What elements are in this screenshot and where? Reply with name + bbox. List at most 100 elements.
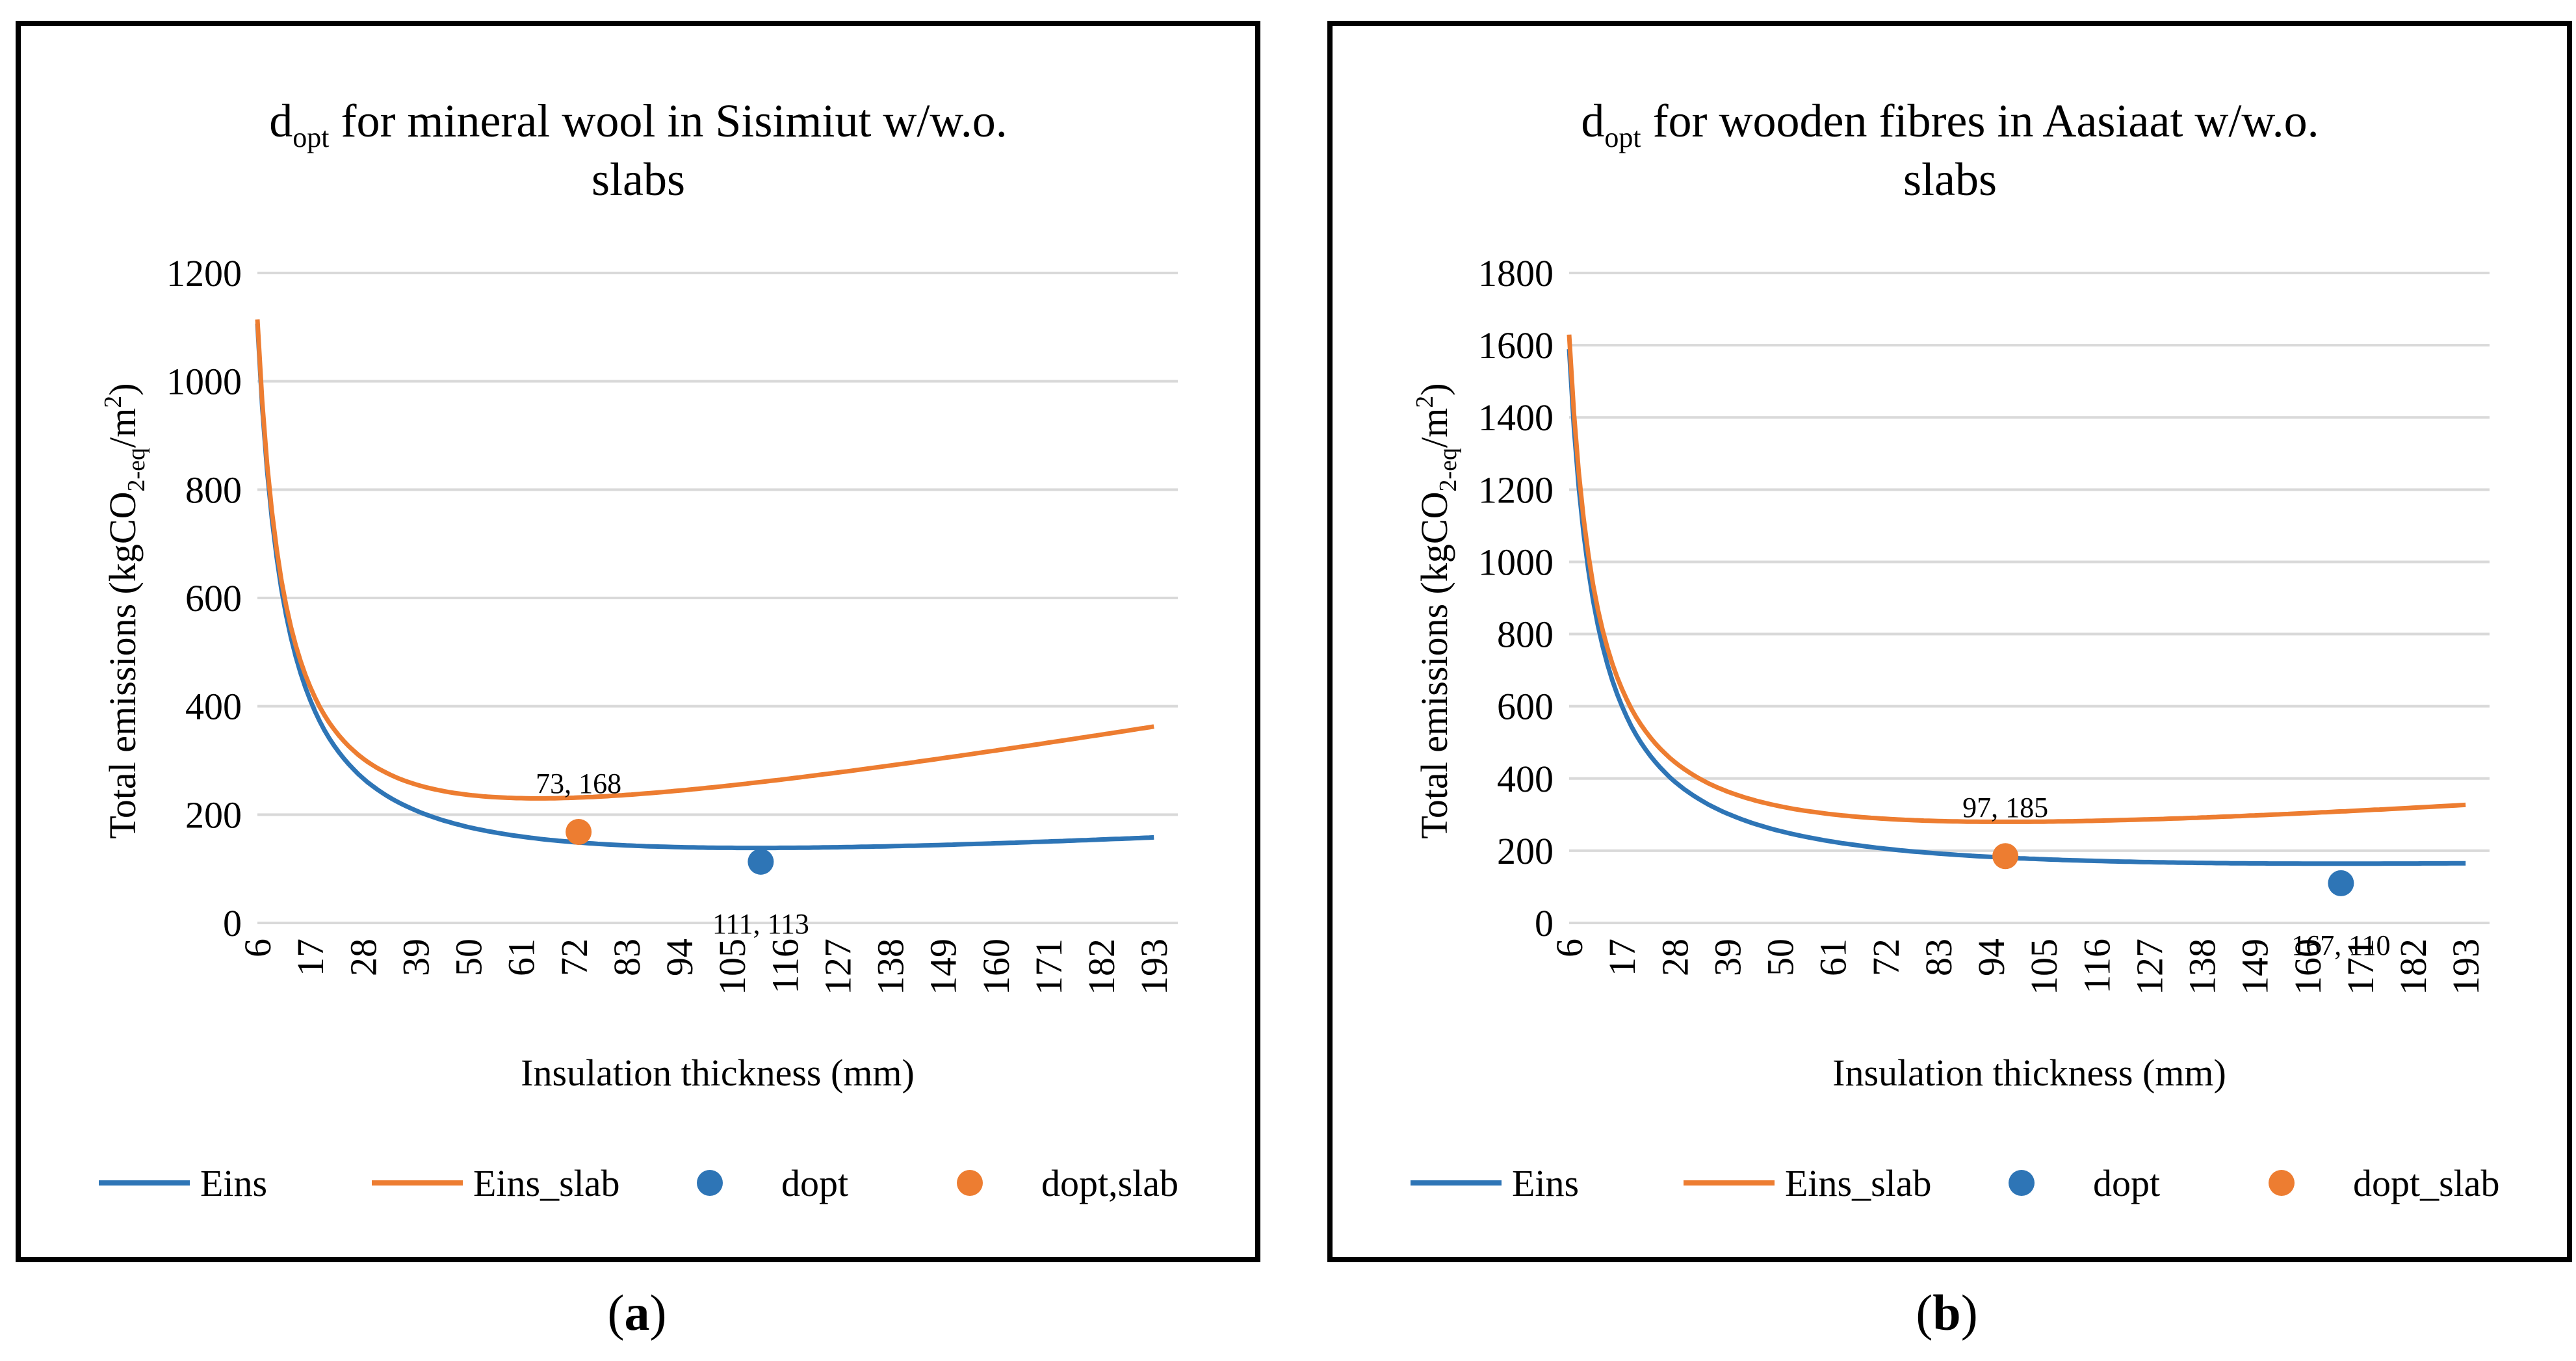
legend-dot-swatch	[957, 1170, 983, 1196]
chart-title-rest: for wooden fibres in Aasiaat w/w.o.	[1641, 95, 2319, 147]
series-line-eins	[255, 323, 1154, 851]
x-tick-label: 50	[1760, 939, 1802, 976]
legend-entry: dopt,slab	[957, 1162, 1178, 1204]
x-tick-label: 61	[1812, 939, 1854, 976]
x-tick-label: 171	[1028, 939, 1070, 995]
point-dopt	[748, 848, 774, 875]
x-tick-label: 182	[1080, 939, 1123, 995]
chart-panel-b: dopt for wooden fibres in Aasiaat w/w.o.…	[1327, 21, 2572, 1262]
y-tick-label: 1600	[1478, 324, 1554, 367]
caption-a-letter: a	[624, 1284, 650, 1341]
x-tick-label: 94	[1970, 939, 2012, 976]
x-tick-label: 61	[501, 939, 543, 976]
caption-b: (b)	[1882, 1284, 2012, 1342]
legend-dot-swatch	[2009, 1170, 2035, 1196]
legend-entry: dopt	[697, 1162, 848, 1204]
legend-entry: Eins_slab	[372, 1162, 620, 1204]
y-axis-title-post: )	[1413, 383, 1455, 395]
chart-title-line2: slabs	[1903, 153, 1997, 205]
y-tick-label: 400	[1497, 758, 1554, 800]
x-tick-label: 116	[2075, 939, 2118, 994]
y-tick-label: 600	[185, 577, 242, 619]
y-axis-title-sub: 2-eq	[123, 448, 150, 492]
caption-b-close: )	[1960, 1284, 1978, 1341]
x-tick-label: 127	[2128, 939, 2170, 995]
y-tick-label: 600	[1497, 686, 1554, 728]
x-tick-label: 160	[2287, 939, 2329, 995]
y-axis-title: Total emissions (kgCO2-eq/m2)	[1411, 383, 1462, 838]
chart-title-line2: slabs	[592, 153, 685, 205]
x-tick-label: 149	[2234, 939, 2276, 995]
legend-label: Eins	[1512, 1162, 1579, 1204]
caption-a-close: )	[649, 1284, 667, 1341]
x-tick-label: 17	[289, 939, 332, 976]
legend-label: Eins_slab	[473, 1162, 620, 1204]
legend-entry: Eins	[99, 1162, 267, 1204]
x-axis-title: Insulation thickness (mm)	[521, 1052, 915, 1094]
y-tick-label: 1000	[1478, 541, 1554, 583]
legend-label: dopt_slab	[2353, 1162, 2500, 1204]
legend-entry: dopt_slab	[2269, 1162, 2500, 1204]
series-line-eins	[1567, 348, 2466, 866]
point-label: 167, 110	[2291, 929, 2390, 961]
chart-title-main: d	[1581, 95, 1604, 147]
x-tick-label: 28	[342, 939, 384, 976]
legend-label: Eins	[200, 1162, 267, 1204]
x-tick-label: 182	[2392, 939, 2434, 995]
chart-title-main: d	[269, 95, 293, 147]
plot-group: dopt for wooden fibres in Aasiaat w/w.o.…	[1411, 95, 2500, 1204]
y-axis-title-pre: Total emissions (kgCO	[101, 492, 144, 839]
y-axis-title-pre: Total emissions (kgCO	[1413, 492, 1455, 839]
y-tick-label: 0	[1535, 902, 1554, 944]
x-tick-label: 138	[870, 939, 912, 995]
y-axis-title: Total emissions (kgCO2-eq/m2)	[99, 383, 150, 838]
y-tick-label: 800	[185, 469, 242, 511]
y-tick-label: 0	[223, 902, 242, 944]
x-tick-label: 39	[1706, 939, 1749, 976]
point-label: 73, 168	[536, 768, 621, 799]
y-tick-label: 1200	[166, 252, 242, 294]
chart-title-sub: opt	[293, 122, 329, 153]
point-dopt-slab	[1992, 843, 2019, 870]
y-axis-title-sup: 2	[1411, 396, 1438, 408]
y-axis-title-sup: 2	[99, 396, 127, 408]
series-line-eins-slab	[255, 319, 1154, 801]
y-axis-title-sub: 2-eq	[1435, 448, 1462, 492]
x-tick-label: 28	[1654, 939, 1696, 976]
y-axis-title-mid: /m	[1413, 408, 1455, 448]
plot-group: dopt for mineral wool in Sisimiut w/w.o.…	[99, 95, 1178, 1204]
x-tick-label: 116	[764, 939, 806, 994]
point-dopt	[2328, 870, 2354, 896]
y-axis-title-mid: /m	[101, 408, 144, 448]
chart-title: dopt for mineral wool in Sisimiut w/w.o.	[269, 95, 1008, 153]
chart-b: dopt for wooden fibres in Aasiaat w/w.o.…	[1411, 95, 2500, 1204]
chart-panel-a: dopt for mineral wool in Sisimiut w/w.o.…	[16, 21, 1260, 1262]
x-tick-label: 17	[1601, 939, 1643, 976]
chart-title: dopt for wooden fibres in Aasiaat w/w.o.	[1581, 95, 2319, 153]
caption-a: (a)	[572, 1284, 702, 1342]
x-tick-label: 193	[1133, 939, 1175, 995]
x-tick-label: 105	[2023, 939, 2065, 995]
x-tick-label: 149	[922, 939, 965, 995]
y-tick-label: 1200	[1478, 469, 1554, 511]
x-tick-label: 83	[606, 939, 648, 976]
point-label: 97, 185	[1962, 792, 2048, 823]
legend-entry: dopt	[2009, 1162, 2160, 1204]
x-tick-label: 171	[2339, 939, 2382, 995]
series-line-eins-slab	[1567, 334, 2466, 824]
legend-label: dopt,slab	[1041, 1162, 1178, 1204]
x-tick-label: 83	[1918, 939, 1960, 976]
x-tick-label: 193	[2445, 939, 2487, 995]
legend-dot-swatch	[697, 1170, 723, 1196]
legend-label: dopt	[781, 1162, 848, 1204]
legend-label: Eins_slab	[1785, 1162, 1932, 1204]
x-tick-label: 72	[553, 939, 595, 976]
x-tick-label: 6	[1548, 939, 1591, 957]
legend-dot-swatch	[2269, 1170, 2295, 1196]
x-tick-label: 138	[2181, 939, 2224, 995]
y-tick-label: 1400	[1478, 396, 1554, 439]
caption-a-open: (	[607, 1284, 625, 1341]
x-tick-label: 160	[975, 939, 1017, 995]
caption-b-letter: b	[1932, 1284, 1961, 1341]
y-axis-title-post: )	[101, 383, 144, 395]
